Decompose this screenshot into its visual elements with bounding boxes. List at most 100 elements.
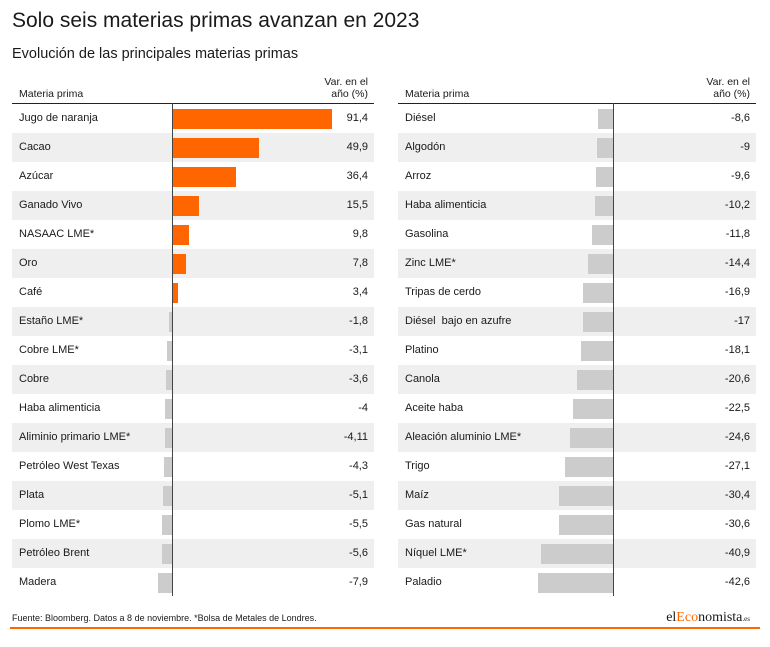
table-row: Zinc LME* -14,4: [398, 249, 756, 278]
value-label: 36,4: [346, 170, 368, 182]
row-label: Aleación aluminio LME*: [405, 431, 522, 443]
value-label: 9,8: [352, 228, 368, 240]
row-label: Petróleo West Texas: [19, 460, 120, 472]
column-header-value-line2: año (%): [331, 88, 368, 100]
chart-title: Solo seis materias primas avanzan en 202…: [12, 9, 420, 32]
value-bar: [576, 370, 613, 390]
table-row: Haba alimenticia -4: [12, 394, 374, 423]
value-bar: [597, 138, 613, 158]
table-row: Tripas de cerdo -16,9: [398, 278, 756, 307]
table-header: Materia prima Var. en el año (%): [12, 74, 374, 104]
value-label: -3,6: [349, 373, 368, 385]
value-label: -4,11: [343, 431, 368, 443]
value-label: -1,8: [349, 315, 368, 327]
value-label: -22,5: [724, 402, 750, 414]
table-row: Arroz -9,6: [398, 162, 756, 191]
value-label: -24,6: [724, 431, 750, 443]
row-label: Gas natural: [405, 518, 462, 530]
value-bar: [172, 196, 200, 216]
table-row: Diésel bajo en azufre -17: [398, 307, 756, 336]
table-row: Haba alimenticia -10,2: [398, 191, 756, 220]
table-row: Cacao 49,9: [12, 133, 374, 162]
value-label: -9: [740, 141, 750, 153]
value-label: -30,6: [724, 518, 750, 530]
value-bar: [538, 573, 613, 593]
row-label: Cobre: [19, 373, 49, 385]
value-label: -16,9: [724, 286, 750, 298]
table-row: Níquel LME* -40,9: [398, 539, 756, 568]
value-bar: [162, 544, 172, 564]
value-bar: [158, 573, 172, 593]
row-label: Aliminio primario LME*: [19, 431, 131, 443]
table-row: NASAAC LME* 9,8: [12, 220, 374, 249]
value-label: -27,1: [724, 460, 750, 472]
row-label: Oro: [19, 257, 38, 269]
value-bar: [166, 341, 172, 361]
footer-rule: [10, 627, 760, 629]
table-row: Paladio -42,6: [398, 568, 756, 597]
row-label: Níquel LME*: [405, 547, 467, 559]
value-label: 7,8: [352, 257, 368, 269]
value-bar: [583, 312, 613, 332]
row-label: Cacao: [19, 141, 51, 153]
row-label: Tripas de cerdo: [405, 286, 482, 298]
zero-axis: [172, 103, 173, 596]
value-bar: [165, 370, 172, 390]
chart-subtitle: Evolución de las principales materias pr…: [12, 46, 299, 62]
row-label: Haba alimenticia: [405, 199, 487, 211]
zero-axis: [613, 103, 614, 596]
table-row: Petróleo Brent -5,6: [12, 539, 374, 568]
row-label: Ganado Vivo: [19, 199, 83, 211]
column-header-value: Var. en el año (%): [706, 76, 750, 100]
row-label: Cobre LME*: [19, 344, 79, 356]
row-label: Azúcar: [19, 170, 54, 182]
table-row: Gas natural -30,6: [398, 510, 756, 539]
table-header: Materia prima Var. en el año (%): [398, 74, 756, 104]
row-label: Trigo: [405, 460, 430, 472]
value-label: -10,2: [724, 199, 750, 211]
value-label: -18,1: [724, 344, 750, 356]
value-bar: [581, 341, 613, 361]
value-bar: [164, 457, 172, 477]
table-row: Estaño LME* -1,8: [12, 307, 374, 336]
row-label: Zinc LME*: [405, 257, 456, 269]
table-rows: Jugo de naranja 91,4 Cacao 49,9 Azúcar 36,4 Ga…: [12, 104, 374, 597]
row-label: Haba alimenticia: [19, 402, 101, 414]
table-row: Café 3,4: [12, 278, 374, 307]
value-bar: [565, 457, 613, 477]
value-label: 3,4: [352, 286, 368, 298]
value-bar: [559, 515, 613, 535]
value-label: 15,5: [346, 199, 368, 211]
value-bar: [540, 544, 613, 564]
row-label: Madera: [19, 576, 57, 588]
column-header-value-line1: Var. en el: [706, 76, 750, 88]
value-bar: [164, 428, 172, 448]
brand-logo: elEconomista.es: [666, 610, 750, 625]
source-note: Fuente: Bloomberg. Datos a 8 de noviembr…: [12, 613, 317, 623]
table-rows: Diésel -8,6 Algodón -9 Arroz -9,6 Haba aliment…: [398, 104, 756, 597]
row-label: Platino: [405, 344, 439, 356]
value-bar: [597, 109, 613, 129]
table-row: Aceite haba -22,5: [398, 394, 756, 423]
table-row: Petróleo West Texas -4,3: [12, 452, 374, 481]
row-label: Petróleo Brent: [19, 547, 90, 559]
row-label: Maíz: [405, 489, 429, 501]
table-row: Ganado Vivo 15,5: [12, 191, 374, 220]
value-label: -40,9: [724, 547, 750, 559]
value-bar: [172, 254, 186, 274]
value-label: -20,6: [724, 373, 750, 385]
row-label: Estaño LME*: [19, 315, 84, 327]
table-row: Maíz -30,4: [398, 481, 756, 510]
row-label: Arroz: [405, 170, 432, 182]
row-label: Café: [19, 286, 43, 298]
value-bar: [587, 254, 613, 274]
table-row: Azúcar 36,4: [12, 162, 374, 191]
value-label: 49,9: [346, 141, 368, 153]
left-table: Materia prima Var. en el año (%) Jugo de…: [12, 74, 374, 597]
table-row: Diésel -8,6: [398, 104, 756, 133]
value-bar: [569, 428, 613, 448]
table-row: Canola -20,6: [398, 365, 756, 394]
column-header-value-line1: Var. en el: [324, 76, 368, 88]
value-label: -4: [358, 402, 368, 414]
value-bar: [162, 515, 172, 535]
